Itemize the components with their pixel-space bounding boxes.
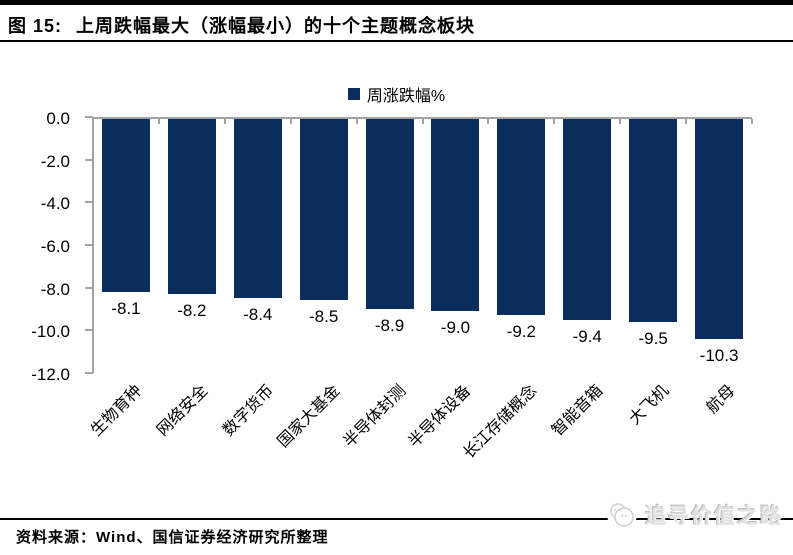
category-axis-tick — [487, 119, 490, 124]
bar — [629, 119, 678, 322]
bar — [497, 119, 546, 315]
zero-axis-line — [93, 117, 752, 119]
category-label: 长江存储概念 — [460, 382, 541, 463]
category-axis-tick — [751, 119, 753, 124]
category-axis-tick — [92, 119, 94, 124]
category-label: 网络安全 — [153, 382, 212, 440]
bar-value-label: -8.5 — [308, 307, 339, 326]
category-axis-tick — [553, 119, 556, 124]
y-tick-label: -10.0 — [31, 322, 70, 342]
bar-value-label: -9.4 — [572, 327, 602, 346]
category-label: 国家大基金 — [274, 382, 343, 451]
figure-title: 图 15: 上周跌幅最大（涨幅最小）的十个主题概念板块 — [8, 12, 788, 38]
watermark-text: 追寻价值之路 — [645, 505, 783, 528]
bar-value-label: -8.2 — [177, 301, 207, 320]
figure-title-text: 上周跌幅最大（涨幅最小）的十个主题概念板块 — [76, 16, 476, 36]
category-label: 航母 — [703, 382, 739, 417]
bar — [233, 119, 282, 298]
category-axis-tick — [223, 119, 226, 124]
bar — [167, 119, 216, 294]
y-axis-line — [92, 117, 94, 373]
plot-area: -8.1 -8.2 -8.4 -8.5 -8.9 -9.0 -9.2 -9.4 -9.5 -10.… — [85, 116, 753, 374]
watermark: 追寻价值之路 — [607, 500, 783, 530]
legend-swatch-icon — [347, 88, 360, 100]
y-tick-label: 0.0 — [46, 109, 70, 128]
bar-value-label: -8.1 — [111, 299, 141, 318]
figure-label: 图 15: — [8, 16, 63, 36]
chart-legend: 周涨跌幅% — [0, 82, 793, 106]
y-axis-tick — [85, 372, 93, 374]
bar — [695, 119, 744, 339]
source-note: 资料来源：Wind、国信证券经济研究所整理 — [16, 529, 329, 546]
bar-value-label: -10.3 — [699, 346, 739, 365]
bar-value-label: -9.2 — [506, 322, 536, 341]
y-axis-tick — [85, 244, 93, 246]
bar — [299, 119, 348, 300]
y-axis-tick — [85, 201, 93, 204]
y-tick-label: -6.0 — [40, 237, 70, 256]
category-label: 生物育种 — [87, 382, 146, 440]
y-tick-label: -12.0 — [31, 365, 70, 384]
category-label: 半导体设备 — [406, 382, 475, 451]
bar-value-label: -8.9 — [374, 316, 405, 335]
y-axis-tick — [85, 329, 93, 332]
bar-value-label: -8.4 — [243, 305, 273, 324]
legend-label: 周涨跌幅% — [366, 88, 446, 105]
y-axis-tick — [85, 158, 93, 161]
bar — [563, 119, 612, 320]
y-tick-label: -4.0 — [40, 194, 70, 214]
category-label: 智能音箱 — [549, 382, 607, 440]
category-axis-tick — [355, 119, 358, 124]
y-axis-tick — [85, 116, 93, 118]
top-rule — [0, 0, 793, 5]
category-axis-tick — [619, 119, 622, 124]
y-axis-tick — [85, 286, 93, 289]
bar — [431, 119, 480, 311]
y-tick-label: -2.0 — [40, 151, 70, 171]
category-axis-tick — [157, 119, 160, 124]
footer-divider — [0, 518, 793, 520]
category-label: 数字货币 — [219, 382, 278, 440]
title-divider — [0, 40, 793, 42]
category-axis-tick — [289, 119, 292, 124]
category-label: 半导体封测 — [340, 382, 409, 451]
category-axis-tick — [685, 119, 688, 124]
category-label: 大飞机 — [626, 382, 673, 429]
bar-value-label: -9.0 — [440, 318, 471, 337]
category-axis-tick — [421, 119, 424, 124]
y-tick-label: -8.0 — [40, 279, 70, 299]
y-axis-labels: 0.0 -2.0 -4.0 -6.0 -8.0 -10.0 -12.0 — [0, 110, 80, 383]
bar — [101, 119, 150, 292]
mascot-logo-icon — [607, 501, 637, 529]
bar-value-label: -9.5 — [638, 329, 668, 348]
bar — [365, 119, 414, 309]
